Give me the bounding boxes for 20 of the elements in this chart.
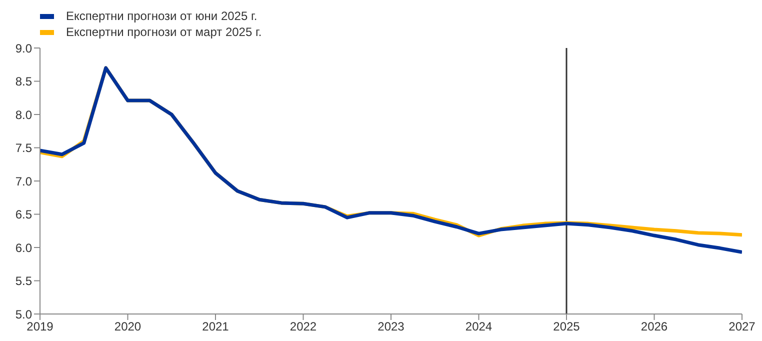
x-tick-label: 2021: [202, 320, 230, 334]
x-tick-label: 2019: [26, 320, 54, 334]
y-tick-label: 9.0: [15, 41, 32, 56]
x-tick-label: 2025: [553, 320, 580, 334]
y-tick-label: 8.5: [15, 74, 32, 89]
legend-label: Експертни прогнози от март 2025 г.: [66, 25, 262, 39]
x-tick-label: 2026: [640, 320, 668, 334]
x-tick-label: 2020: [114, 320, 142, 334]
x-tick-label: 2027: [728, 320, 756, 334]
y-tick-label: 5.5: [15, 274, 32, 288]
x-tick-label: 2024: [465, 320, 492, 334]
y-tick-label: 8.0: [15, 108, 32, 122]
y-tick-label: 5.0: [15, 307, 32, 322]
x-tick-label: 2023: [378, 320, 405, 334]
y-tick-label: 6.0: [15, 240, 32, 255]
x-tick-label: 2022: [290, 320, 317, 334]
legend-label: Експертни прогнози от юни 2025 г.: [66, 9, 258, 23]
y-tick-label: 7.5: [15, 141, 32, 156]
y-tick-label: 6.5: [15, 208, 32, 222]
y-tick-label: 7.0: [15, 174, 32, 188]
